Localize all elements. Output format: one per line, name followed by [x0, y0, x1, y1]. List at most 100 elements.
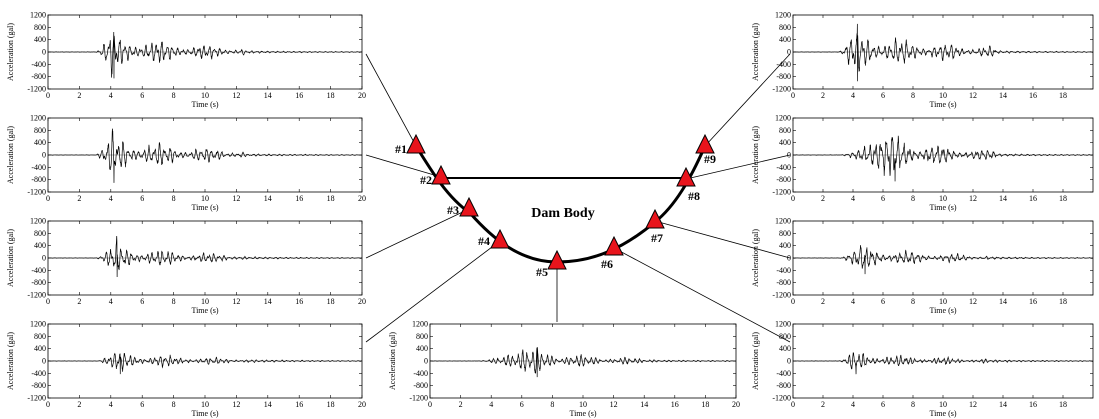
station-marker-8 — [676, 166, 696, 187]
y-tick-label: 400 — [416, 344, 428, 353]
acceleration-series — [47, 32, 363, 79]
x-tick-label: 14 — [264, 400, 272, 409]
acceleration-series — [792, 245, 1094, 275]
leader-line-4 — [365, 240, 501, 343]
acceleration-series — [793, 352, 1094, 375]
x-tick-label: 6 — [140, 194, 144, 203]
y-axis-label: Acceleration (gal) — [6, 23, 15, 81]
y-tick-label: -1200 — [772, 394, 791, 403]
x-tick-label: 0 — [46, 194, 50, 203]
x-tick-label: 20 — [358, 91, 366, 100]
y-tick-label: -400 — [776, 163, 791, 172]
station-label-7: #7 — [651, 231, 663, 245]
x-tick-label: 18 — [327, 194, 335, 203]
x-tick-label: 2 — [77, 91, 81, 100]
y-tick-label: 400 — [779, 241, 791, 250]
y-tick-label: -400 — [776, 60, 791, 69]
x-tick-label: 10 — [201, 297, 209, 306]
y-axis-label: Acceleration (gal) — [751, 23, 760, 81]
x-tick-label: 8 — [172, 91, 176, 100]
x-tick-label: 4 — [109, 400, 113, 409]
x-tick-label: 16 — [295, 194, 303, 203]
x-tick-label: 2 — [821, 297, 825, 306]
x-tick-label: 18 — [1059, 400, 1067, 409]
x-tick-label: 6 — [881, 91, 885, 100]
y-tick-label: -800 — [776, 381, 791, 390]
y-tick-label: -800 — [31, 72, 46, 81]
x-tick-label: 16 — [295, 400, 303, 409]
x-tick-label: 2 — [77, 400, 81, 409]
y-tick-label: 1200 — [30, 217, 46, 226]
acceleration-series — [430, 347, 737, 378]
x-tick-label: 10 — [939, 400, 947, 409]
x-tick-label: 6 — [881, 194, 885, 203]
y-tick-label: 800 — [779, 23, 791, 32]
x-tick-label: 0 — [791, 400, 795, 409]
x-tick-label: 8 — [172, 194, 176, 203]
x-tick-label: 16 — [1029, 400, 1037, 409]
x-tick-label: 8 — [550, 400, 554, 409]
y-tick-label: 800 — [34, 23, 46, 32]
y-tick-label: -1200 — [27, 188, 46, 197]
x-tick-label: 6 — [140, 400, 144, 409]
y-tick-label: 800 — [34, 332, 46, 341]
y-tick-label: 400 — [779, 138, 791, 147]
x-tick-label: 10 — [579, 400, 587, 409]
y-tick-label: -800 — [31, 175, 46, 184]
y-tick-label: 400 — [779, 35, 791, 44]
y-tick-label: 1200 — [30, 114, 46, 123]
x-tick-label: 6 — [140, 91, 144, 100]
y-axis-label: Acceleration (gal) — [751, 229, 760, 287]
x-tick-label: 4 — [489, 400, 493, 409]
x-tick-label: 16 — [1029, 194, 1037, 203]
x-tick-label: 2 — [459, 400, 463, 409]
y-tick-label: -1200 — [27, 291, 46, 300]
x-tick-label: 4 — [851, 194, 855, 203]
acceleration-series — [47, 352, 363, 375]
x-tick-label: 12 — [232, 297, 240, 306]
x-tick-label: 4 — [109, 194, 113, 203]
y-tick-label: 0 — [424, 357, 428, 366]
y-tick-label: -800 — [776, 72, 791, 81]
y-tick-label: 1200 — [775, 114, 791, 123]
y-tick-label: -400 — [776, 369, 791, 378]
dam-diagram: Dam Body #1 #2 #3 #4 #5 #6 #7 #8 #9 — [365, 53, 791, 343]
y-tick-label: -1200 — [409, 394, 428, 403]
x-tick-label: 18 — [327, 91, 335, 100]
acceleration-series — [793, 135, 1094, 182]
y-tick-label: 800 — [34, 126, 46, 135]
x-tick-label: 14 — [640, 400, 648, 409]
y-tick-label: -1200 — [772, 291, 791, 300]
y-tick-label: 1200 — [30, 320, 46, 329]
x-tick-label: 14 — [999, 400, 1007, 409]
acceleration-series — [48, 235, 363, 278]
x-tick-label: 4 — [851, 400, 855, 409]
x-tick-label: 0 — [791, 91, 795, 100]
leader-line-1 — [365, 53, 417, 147]
x-tick-label: 12 — [610, 400, 618, 409]
y-tick-label: -1200 — [772, 188, 791, 197]
y-tick-label: -400 — [31, 266, 46, 275]
x-tick-label: 14 — [264, 194, 272, 203]
x-tick-label: 10 — [939, 297, 947, 306]
x-tick-label: 14 — [999, 91, 1007, 100]
x-axis-label: Time (s) — [929, 100, 956, 109]
x-tick-label: 12 — [969, 297, 977, 306]
station-marker-5 — [547, 249, 567, 270]
station-label-8: #8 — [688, 189, 700, 203]
x-tick-label: 20 — [358, 400, 366, 409]
y-tick-label: 800 — [779, 332, 791, 341]
x-tick-label: 20 — [358, 297, 366, 306]
x-tick-label: 16 — [1029, 297, 1037, 306]
x-tick-label: 16 — [671, 400, 679, 409]
x-tick-label: 10 — [201, 91, 209, 100]
y-axis-label: Acceleration (gal) — [388, 332, 397, 390]
x-tick-label: 2 — [821, 194, 825, 203]
x-tick-label: 8 — [911, 91, 915, 100]
x-tick-label: 16 — [1029, 91, 1037, 100]
x-tick-label: 20 — [358, 194, 366, 203]
